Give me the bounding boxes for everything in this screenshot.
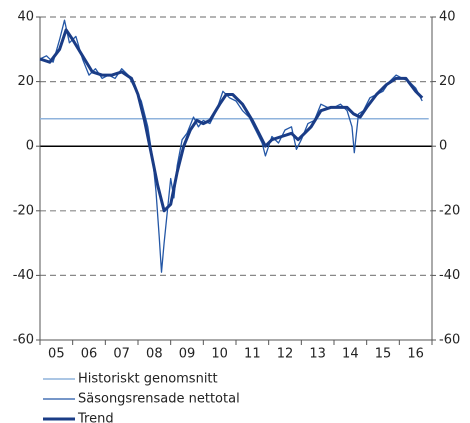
x-tick-label: 13 [309, 347, 326, 362]
y2-tick-label: -20 [439, 203, 460, 218]
x-tick-label: 12 [277, 347, 294, 362]
y-tick-label: -20 [13, 203, 34, 218]
x-tick-label: 09 [179, 347, 196, 362]
y2-tick-label: 20 [439, 74, 456, 89]
y-tick-label: -40 [13, 268, 34, 283]
y2-tick-label: 0 [439, 139, 447, 154]
x-tick-label: 11 [244, 347, 261, 362]
x-tick-label: 06 [81, 347, 98, 362]
legend-label: Trend [77, 412, 114, 423]
legend-label: Historiskt genomsnitt [78, 372, 218, 387]
x-tick-label: 07 [113, 347, 130, 362]
y-tick-label: -60 [13, 333, 34, 348]
series-line [39, 28, 424, 213]
y-tick-label: 40 [17, 10, 34, 25]
y2-tick-label: -40 [439, 268, 460, 283]
y2-tick-label: -60 [439, 333, 460, 348]
x-tick-label: 15 [375, 347, 392, 362]
y-tick-label: 0 [26, 139, 34, 154]
y2-tick-label: 40 [439, 10, 456, 25]
x-tick-label: 14 [342, 347, 359, 362]
y-tick-label: 20 [17, 74, 34, 89]
x-tick-label: 10 [211, 347, 228, 362]
x-tick-label: 08 [146, 347, 163, 362]
x-tick-label: 05 [48, 347, 65, 362]
x-tick-label: 16 [407, 347, 424, 362]
legend-label: Säsongsrensade nettotal [78, 392, 240, 407]
